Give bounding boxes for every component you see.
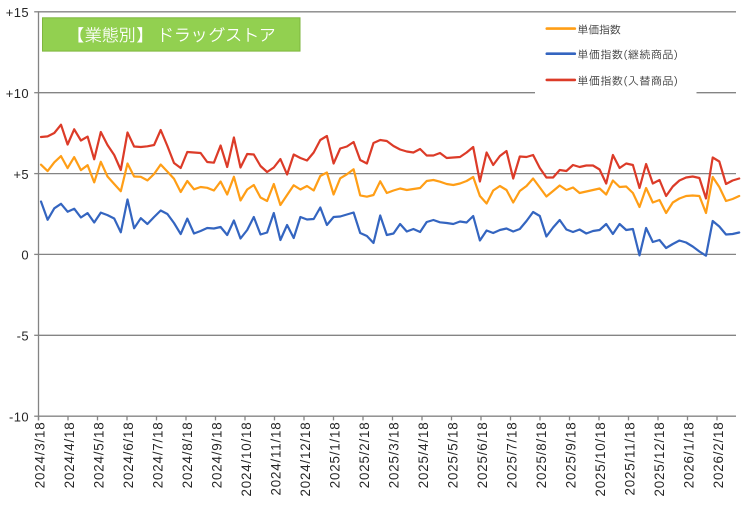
svg-text:2025/1/18: 2025/1/18 [328, 422, 343, 489]
svg-text:2024/6/18: 2024/6/18 [121, 422, 136, 489]
svg-text:2025/12/18: 2025/12/18 [652, 422, 667, 497]
svg-text:2025/3/18: 2025/3/18 [387, 422, 402, 489]
svg-text:+10: +10 [6, 86, 29, 101]
svg-text:+5: +5 [13, 167, 29, 182]
svg-text:0: 0 [21, 248, 29, 263]
svg-text:-5: -5 [17, 329, 29, 344]
svg-text:2025/7/18: 2025/7/18 [505, 422, 520, 489]
svg-text:2025/11/18: 2025/11/18 [623, 422, 638, 496]
svg-text:-10: -10 [9, 410, 29, 425]
svg-text:2025/8/18: 2025/8/18 [534, 422, 549, 489]
svg-text:2024/11/18: 2024/11/18 [269, 422, 284, 496]
svg-text:2024/4/18: 2024/4/18 [62, 422, 77, 489]
svg-text:2024/8/18: 2024/8/18 [180, 422, 195, 489]
svg-text:2026/2/18: 2026/2/18 [711, 422, 726, 489]
svg-text:2024/7/18: 2024/7/18 [151, 422, 166, 489]
svg-text:2026/1/18: 2026/1/18 [682, 422, 697, 489]
svg-text:+15: +15 [6, 5, 29, 20]
svg-text:2024/12/18: 2024/12/18 [298, 422, 313, 497]
svg-text:2024/3/18: 2024/3/18 [33, 422, 48, 489]
svg-text:2025/10/18: 2025/10/18 [593, 422, 608, 497]
svg-text:2025/4/18: 2025/4/18 [416, 422, 431, 489]
svg-text:2025/2/18: 2025/2/18 [357, 422, 372, 489]
svg-text:2025/6/18: 2025/6/18 [475, 422, 490, 489]
svg-text:2025/9/18: 2025/9/18 [564, 422, 579, 489]
svg-text:2024/5/18: 2024/5/18 [92, 422, 107, 489]
svg-text:2024/10/18: 2024/10/18 [239, 422, 254, 497]
svg-text:2024/9/18: 2024/9/18 [210, 422, 225, 489]
svg-text:2025/5/18: 2025/5/18 [446, 422, 461, 489]
